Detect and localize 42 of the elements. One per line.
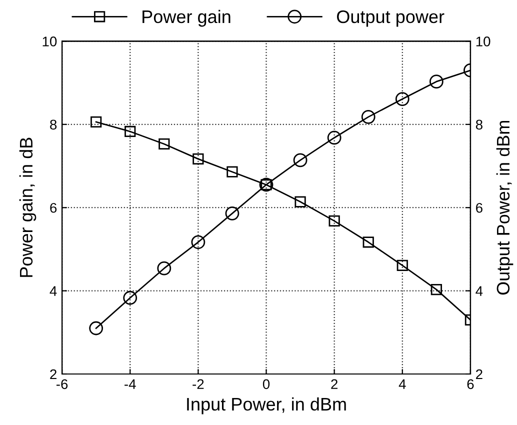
y2-tick-label: 6 (476, 202, 482, 213)
point (429, 74, 444, 89)
x-axis-title: Input Power, in dBm (187, 397, 346, 414)
x-tick-label: -2 (192, 379, 204, 389)
x-tick-label: 4 (398, 379, 406, 389)
x-tick-label: -4 (124, 379, 136, 389)
y2-axis-title: Output Power, in dBm (496, 120, 514, 295)
y-tick-label: 8 (50, 120, 57, 130)
point (123, 290, 138, 305)
y-tick-label: 10 (42, 36, 57, 46)
point (395, 92, 410, 106)
point (396, 260, 408, 271)
point (294, 196, 306, 208)
x-tick-label: 2 (331, 379, 338, 389)
y-tick-label: 2 (50, 369, 56, 380)
point (430, 284, 442, 296)
y-axis-title: Power gain, in dB (19, 138, 36, 277)
point (191, 235, 206, 250)
x-tick-label: 0 (262, 379, 270, 390)
y2-tick-label: 8 (476, 120, 482, 130)
point (226, 166, 238, 178)
point (225, 206, 240, 220)
y2-tick-label: 10 (476, 36, 490, 46)
point (327, 130, 342, 145)
point (158, 138, 170, 150)
x-tick-label: 6 (467, 379, 474, 390)
point (362, 236, 374, 248)
y-tick-label: 6 (50, 202, 57, 213)
point (192, 153, 204, 164)
point (361, 110, 376, 124)
y-tick-label: 4 (50, 286, 57, 296)
point (89, 321, 104, 336)
legend-label: Power gain (142, 10, 230, 27)
point (293, 153, 308, 168)
point (90, 116, 102, 128)
point (124, 126, 136, 138)
x-tick-label: -6 (56, 379, 68, 390)
y2-tick-label: 4 (476, 286, 483, 296)
y2-tick-label: 2 (476, 369, 482, 380)
point (328, 215, 340, 226)
legend-label: Output power (336, 10, 444, 27)
point (157, 261, 172, 276)
